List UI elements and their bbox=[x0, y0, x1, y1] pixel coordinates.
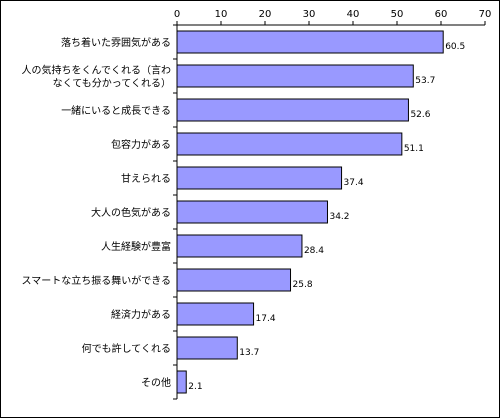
value-label: 2.1 bbox=[188, 382, 202, 392]
bar bbox=[176, 302, 255, 326]
category-label: スマートな立ち振る舞いができる bbox=[22, 274, 172, 287]
category-label: なくても分かってくれる） bbox=[53, 78, 171, 90]
category-label: 大人の色気がある bbox=[91, 206, 171, 219]
category-label: 落ち着いた雰囲気がある bbox=[61, 36, 171, 49]
x-tick-label: 10 bbox=[215, 9, 228, 20]
value-label: 37.4 bbox=[344, 178, 364, 188]
bar bbox=[176, 234, 303, 258]
category-label: 経済力がある bbox=[111, 308, 171, 321]
value-label: 34.2 bbox=[329, 212, 349, 222]
value-label: 17.4 bbox=[256, 314, 276, 324]
bar bbox=[176, 30, 444, 54]
category-label: 包容力がある bbox=[111, 138, 171, 151]
bar bbox=[176, 336, 238, 360]
category-label: 甘えられる bbox=[121, 172, 171, 185]
x-tick-label: 20 bbox=[259, 9, 272, 20]
category-label: 人の気持ちをくんでくれる（言わ bbox=[22, 64, 172, 77]
bar bbox=[176, 370, 187, 394]
x-tick-label: 50 bbox=[391, 9, 404, 20]
category-label: その他 bbox=[141, 376, 171, 389]
value-label: 60.5 bbox=[445, 42, 465, 52]
category-label: 一緒にいると成長できる bbox=[61, 104, 171, 117]
x-tick-label: 0 bbox=[174, 9, 180, 20]
x-tick-label: 70 bbox=[479, 9, 492, 20]
bar bbox=[176, 98, 409, 122]
bar bbox=[176, 166, 343, 190]
value-label: 25.8 bbox=[293, 280, 313, 290]
category-label: 何でも許してくれる bbox=[82, 342, 171, 355]
bar bbox=[176, 268, 292, 292]
x-tick-label: 30 bbox=[303, 9, 316, 20]
value-label: 13.7 bbox=[239, 348, 259, 358]
value-label: 51.1 bbox=[404, 144, 424, 154]
bar bbox=[176, 64, 414, 88]
category-label: 人生経験が豊富 bbox=[101, 240, 171, 253]
bar bbox=[176, 132, 403, 156]
value-label: 52.6 bbox=[410, 110, 430, 120]
value-label: 53.7 bbox=[415, 76, 435, 86]
value-label: 28.4 bbox=[304, 246, 324, 256]
bar bbox=[176, 200, 328, 224]
x-tick-label: 40 bbox=[347, 9, 360, 20]
x-tick-label: 60 bbox=[435, 9, 448, 20]
